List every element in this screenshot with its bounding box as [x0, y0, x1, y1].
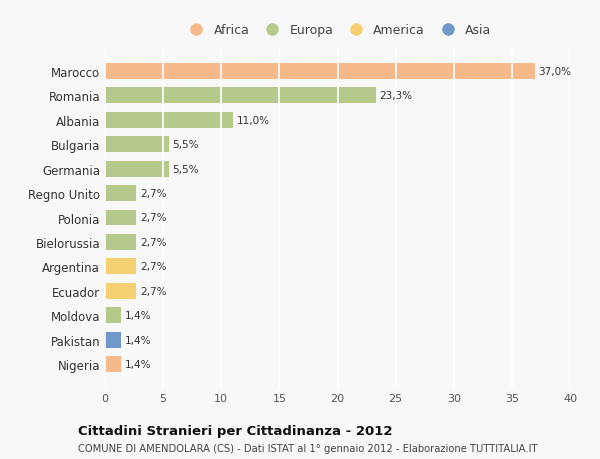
Text: 1,4%: 1,4%: [125, 311, 151, 321]
Bar: [105, 308, 121, 324]
Text: 23,3%: 23,3%: [379, 91, 412, 101]
Legend: Africa, Europa, America, Asia: Africa, Europa, America, Asia: [180, 21, 495, 41]
Text: 2,7%: 2,7%: [140, 189, 166, 199]
Bar: [105, 88, 376, 104]
Bar: [105, 357, 121, 372]
Bar: [105, 235, 136, 250]
Bar: [105, 332, 121, 348]
Bar: [105, 161, 169, 177]
Bar: [105, 64, 535, 79]
Bar: [105, 186, 136, 202]
Text: 2,7%: 2,7%: [140, 237, 166, 247]
Text: 37,0%: 37,0%: [539, 67, 572, 77]
Bar: [105, 283, 136, 299]
Bar: [105, 112, 233, 129]
Text: 2,7%: 2,7%: [140, 262, 166, 272]
Text: 1,4%: 1,4%: [125, 359, 151, 369]
Text: 5,5%: 5,5%: [172, 140, 199, 150]
Text: 11,0%: 11,0%: [236, 115, 269, 125]
Text: 1,4%: 1,4%: [125, 335, 151, 345]
Text: 2,7%: 2,7%: [140, 213, 166, 223]
Bar: [105, 210, 136, 226]
Bar: [105, 259, 136, 275]
Text: Cittadini Stranieri per Cittadinanza - 2012: Cittadini Stranieri per Cittadinanza - 2…: [78, 424, 392, 437]
Text: 2,7%: 2,7%: [140, 286, 166, 296]
Text: COMUNE DI AMENDOLARA (CS) - Dati ISTAT al 1° gennaio 2012 - Elaborazione TUTTITA: COMUNE DI AMENDOLARA (CS) - Dati ISTAT a…: [78, 443, 538, 453]
Text: 5,5%: 5,5%: [172, 164, 199, 174]
Bar: [105, 137, 169, 153]
